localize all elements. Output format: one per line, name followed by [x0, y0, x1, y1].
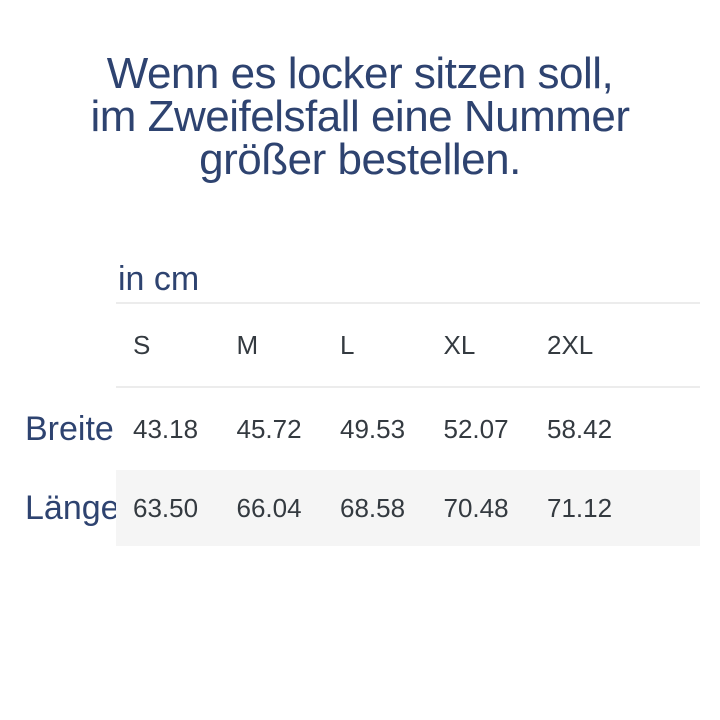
column-header-s: S: [133, 329, 151, 360]
title-line-2: im Zweifelsfall eine Nummer: [90, 92, 630, 141]
page-title: Wenn es locker sitzen soll, im Zweifelsf…: [0, 49, 720, 184]
row-cells-laenge: 63.50 66.04 68.58 70.48 71.12: [116, 470, 700, 546]
breite-value-2xl: 58.42: [547, 413, 613, 444]
laenge-value-s: 63.50: [133, 492, 199, 523]
row-label-breite: Breite: [25, 409, 114, 448]
unit-label: in cm: [118, 260, 200, 298]
breite-value-xl: 52.07: [443, 413, 509, 444]
laenge-value-l: 68.58: [340, 492, 406, 523]
column-header-m: M: [236, 329, 259, 360]
size-header-row: S M L XL 2XL: [116, 304, 700, 386]
row-label-laenge: Länge: [25, 488, 120, 527]
divider-header: [116, 386, 700, 388]
column-header-2xl: 2XL: [547, 329, 594, 360]
breite-value-l: 49.53: [340, 413, 406, 444]
column-header-xl: XL: [443, 329, 476, 360]
title-line-3: größer bestellen.: [199, 135, 521, 184]
laenge-value-xl: 70.48: [443, 492, 509, 523]
table-row-laenge: Länge 63.50 66.04 68.58 70.48 71.12: [0, 470, 700, 546]
laenge-value-2xl: 71.12: [547, 492, 613, 523]
divider-top: [116, 302, 700, 304]
table-row-breite: Breite 43.18 45.72 49.53 52.07 58.42: [0, 388, 700, 470]
breite-value-s: 43.18: [133, 413, 199, 444]
title-line-1: Wenn es locker sitzen soll,: [106, 49, 614, 98]
column-header-l: L: [340, 329, 355, 360]
breite-value-m: 45.72: [236, 413, 302, 444]
laenge-value-m: 66.04: [236, 492, 302, 523]
row-cells-breite: 43.18 45.72 49.53 52.07 58.42: [116, 388, 700, 470]
